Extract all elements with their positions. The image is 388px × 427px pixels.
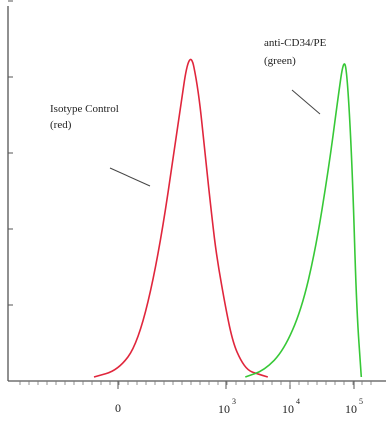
svg-text:4: 4 — [296, 397, 300, 406]
annotation-isotype-line1: Isotype Control — [50, 103, 119, 115]
svg-text:3: 3 — [232, 397, 236, 406]
annotation-isotype-line2: (red) — [50, 119, 72, 131]
x-axis-ticks — [19, 381, 372, 389]
annotation-cd34-line2: (green) — [264, 55, 296, 67]
x-tick-label-1: 10 3 — [218, 397, 236, 416]
annotation-cd34-line1: anti-CD34/PE — [264, 37, 327, 49]
svg-text:0: 0 — [115, 401, 121, 415]
y-axis-ticks — [8, 0, 13, 382]
x-tick-label-3: 10 5 — [345, 397, 363, 416]
x-tick-label-0: 0 — [115, 401, 121, 415]
svg-text:10: 10 — [345, 402, 357, 416]
svg-text:5: 5 — [359, 397, 363, 406]
series-layer — [93, 58, 363, 378]
annotation-cd34-pointer — [291, 89, 321, 115]
x-tick-label-2: 10 4 — [282, 397, 300, 416]
svg-text:10: 10 — [218, 402, 230, 416]
anti-cd34-pe-curve — [245, 63, 363, 378]
svg-text:10: 10 — [282, 402, 294, 416]
isotype-control-curve — [93, 58, 269, 378]
annotation-isotype-pointer — [109, 167, 151, 187]
